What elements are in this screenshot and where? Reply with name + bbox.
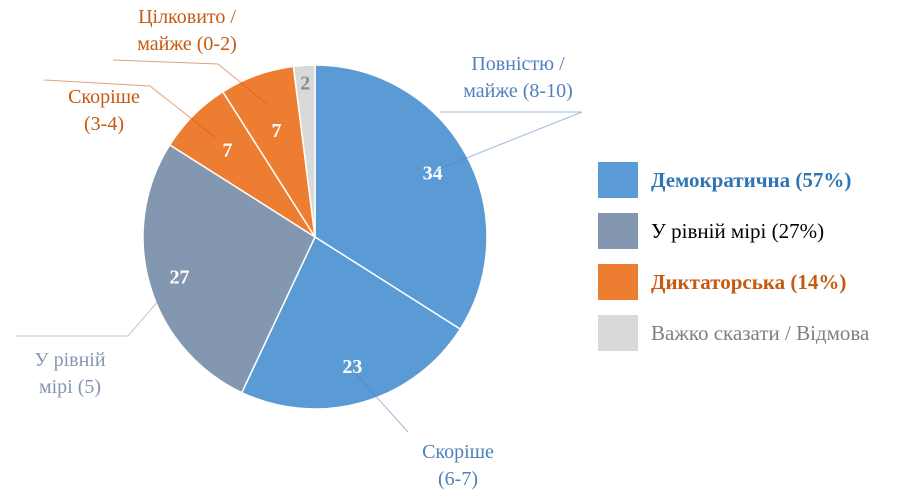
slice-value-label-4: 7 <box>222 139 232 161</box>
slice-value-label-5: 7 <box>272 120 282 142</box>
legend-swatch-3 <box>598 264 638 300</box>
slice-category-label-1-line-2: майже (8-10) <box>463 80 573 102</box>
pie-slice-1 <box>314 64 488 331</box>
leader-line-1 <box>438 111 583 170</box>
slice-value-label-2: 23 <box>342 356 362 378</box>
slice-category-label-2-line-1: Скоріше <box>422 441 494 463</box>
pie-slice-2 <box>240 235 462 410</box>
legend-swatch-2 <box>598 213 638 249</box>
pie-slice-3 <box>142 143 316 394</box>
pie-slice-6 <box>292 64 316 238</box>
slice-category-label-4-line-2: (3-4) <box>84 113 124 135</box>
slice-value-label-1: 34 <box>423 162 443 184</box>
slice-category-label-5-line-1: Цілковито / <box>138 6 236 28</box>
legend-label-1: Демократична (57%) <box>651 168 851 192</box>
legend-label-4: Важко сказати / Відмова <box>651 321 870 345</box>
slice-category-label-4-line-1: Скоріше <box>68 86 140 108</box>
leader-line-4 <box>43 79 216 138</box>
legend-swatch-4 <box>598 315 638 351</box>
slice-category-label-2-line-2: (6-7) <box>438 468 478 490</box>
slice-category-label-5-line-2: майже (0-2) <box>137 33 237 55</box>
slice-category-label-3-line-2: мірі (5) <box>39 376 101 398</box>
legend-label-3: Диктаторська (14%) <box>651 270 846 294</box>
leader-line-3 <box>16 276 180 337</box>
slice-value-label-6: 2 <box>300 73 310 95</box>
leader-line-2 <box>353 372 409 433</box>
legend-label-2: У рівній мірі (27%) <box>651 219 824 243</box>
slice-category-label-1-line-1: Повністю / <box>471 53 565 75</box>
leader-line-5 <box>112 59 268 105</box>
legend-swatch-1 <box>598 162 638 198</box>
slice-category-label-3-line-1: У рівній <box>34 349 105 371</box>
